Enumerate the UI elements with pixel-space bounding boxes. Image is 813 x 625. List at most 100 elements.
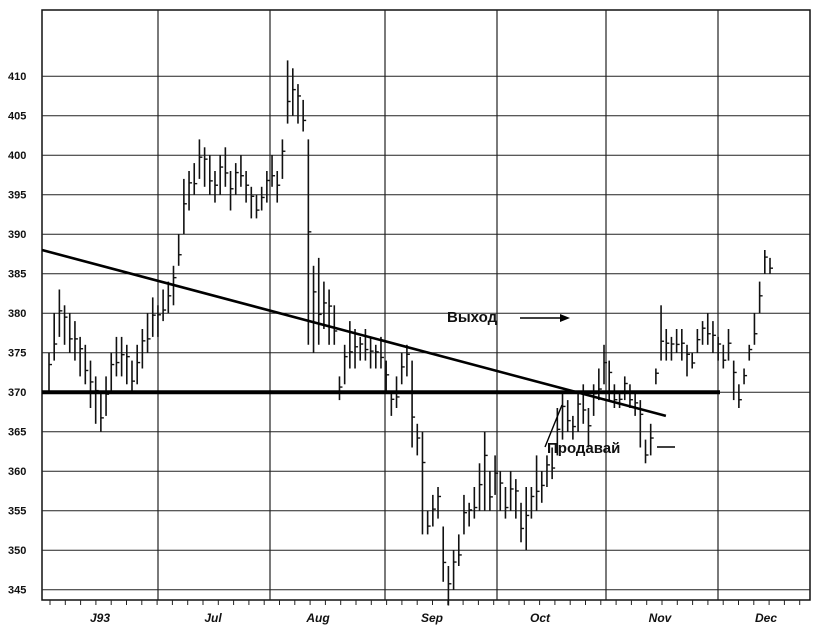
price-bar <box>675 329 680 353</box>
price-bar <box>203 147 208 187</box>
y-tick-label: 410 <box>8 71 26 83</box>
price-bar <box>411 360 416 448</box>
price-bar <box>598 368 602 401</box>
price-bar <box>115 336 120 377</box>
x-month-label: Sep <box>421 611 443 625</box>
price-bar <box>613 384 618 408</box>
price-bar <box>240 155 244 187</box>
y-tick-label: 400 <box>8 150 26 162</box>
x-month-label: Oct <box>530 611 551 625</box>
y-tick-label: 365 <box>8 427 26 439</box>
price-bar <box>618 392 623 408</box>
price-bar <box>323 281 327 329</box>
price-bar <box>701 321 706 345</box>
price-bar <box>696 329 701 353</box>
price-bar <box>131 360 135 393</box>
price-bar <box>380 336 384 369</box>
price-bar <box>769 257 773 274</box>
price-bar <box>670 336 675 361</box>
price-bar <box>483 431 488 511</box>
price-bar <box>509 471 514 511</box>
price-bar <box>74 321 78 361</box>
price-bar <box>219 155 224 195</box>
price-bar <box>250 186 255 219</box>
y-tick-label: 385 <box>8 269 26 281</box>
price-bar <box>291 68 296 116</box>
price-bar <box>317 257 322 345</box>
price-bar <box>58 289 63 337</box>
price-bar <box>89 360 94 408</box>
price-bar <box>177 234 182 266</box>
price-bar <box>390 392 395 416</box>
x-month-label: Nov <box>649 611 673 625</box>
price-bar <box>426 510 431 535</box>
price-bar <box>525 487 530 551</box>
price-bar <box>660 305 665 361</box>
x-axis: J93 Jul Aug Sep Oct Nov Dec <box>49 600 801 625</box>
price-bar <box>748 344 753 361</box>
price-bar <box>712 321 716 353</box>
price-bar <box>764 250 768 274</box>
x-month-label: J93 <box>90 611 110 625</box>
price-bar <box>457 534 462 566</box>
price-bar <box>561 392 566 440</box>
price-bar <box>110 352 115 393</box>
price-bar <box>551 447 556 480</box>
annotations: Выход Продавай <box>447 309 675 457</box>
price-bar <box>385 360 390 393</box>
price-bar <box>255 194 260 219</box>
price-bar <box>266 171 270 203</box>
price-bar <box>68 313 73 353</box>
price-bar <box>271 155 276 187</box>
y-tick-label: 375 <box>8 348 26 360</box>
price-bar <box>349 321 353 369</box>
price-bar <box>743 368 748 385</box>
x-month-label: Jul <box>204 611 222 625</box>
price-bar <box>463 494 467 535</box>
price-bar <box>333 305 338 345</box>
price-bar <box>79 336 84 377</box>
overlay-lines <box>41 248 720 418</box>
price-bar <box>208 155 213 195</box>
price-bar <box>297 84 301 124</box>
price-bar <box>162 289 167 322</box>
price-bar <box>276 171 281 203</box>
price-bar <box>63 305 68 345</box>
x-month-label: Dec <box>755 611 777 625</box>
price-bar <box>452 550 457 590</box>
price-bar <box>126 344 130 385</box>
annotation-sell-label: Продавай <box>547 440 620 457</box>
price-bar <box>644 439 649 464</box>
price-bar <box>530 487 535 519</box>
y-tick-label: 345 <box>8 585 26 597</box>
price-bar <box>234 163 239 195</box>
price-bar <box>338 376 343 401</box>
price-bar <box>136 344 141 385</box>
price-bar <box>359 336 364 361</box>
price-bar <box>214 171 218 203</box>
annotation-exit-label: Выход <box>447 309 498 326</box>
price-bar <box>722 344 727 369</box>
price-bar <box>447 566 452 606</box>
y-tick-label: 370 <box>8 387 26 399</box>
price-bar <box>706 313 711 345</box>
price-bar <box>146 313 151 353</box>
trendline <box>41 248 667 418</box>
price-bar <box>577 392 582 432</box>
price-bar <box>167 281 172 314</box>
price-bar <box>629 384 633 408</box>
price-bar <box>468 502 473 527</box>
price-bar <box>504 487 509 519</box>
annotation-exit-arrowhead <box>560 314 570 322</box>
price-bar <box>120 336 125 377</box>
price-bar <box>328 289 333 345</box>
price-bar <box>100 392 104 432</box>
price-bar <box>400 352 405 385</box>
price-bar <box>478 463 483 511</box>
price-bar <box>286 60 291 124</box>
y-tick-label: 355 <box>8 506 26 518</box>
y-tick-label: 360 <box>8 466 26 478</box>
price-bar <box>343 344 348 385</box>
price-bar <box>520 502 525 543</box>
price-bar <box>499 471 504 511</box>
